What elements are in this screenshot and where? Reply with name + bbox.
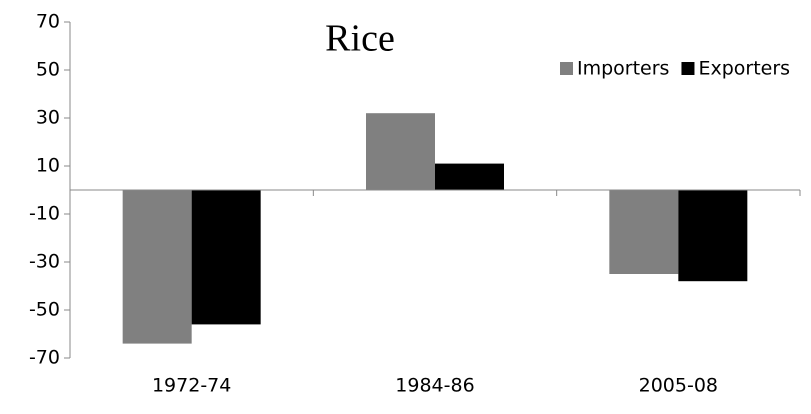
- x-tick-label: 1972-74: [152, 375, 231, 397]
- legend-label: Exporters: [698, 58, 790, 80]
- legend-swatch: [681, 62, 695, 75]
- y-tick-label: 10: [36, 155, 60, 177]
- y-tick-label: -10: [29, 203, 60, 225]
- chart-title: Rice: [325, 18, 395, 60]
- bar: [122, 190, 192, 344]
- y-tick-label: 70: [36, 11, 60, 33]
- bar: [191, 190, 261, 325]
- y-tick-label: -50: [29, 299, 60, 321]
- bar: [366, 113, 435, 190]
- y-tick-label: -70: [29, 347, 60, 369]
- y-tick-label: 50: [36, 59, 60, 81]
- y-tick-label: 30: [36, 107, 60, 129]
- bar: [678, 190, 748, 282]
- x-tick-label: 2005-08: [639, 375, 718, 397]
- bar: [609, 190, 679, 274]
- y-tick-label: -30: [29, 251, 60, 273]
- legend-label: Importers: [577, 58, 669, 80]
- x-tick-label: 1984-86: [395, 375, 474, 397]
- bar: [435, 163, 504, 190]
- legend-swatch: [560, 62, 573, 75]
